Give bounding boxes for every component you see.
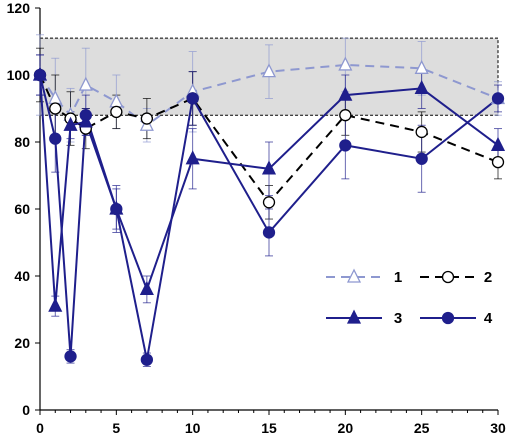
y-tick-label: 40	[14, 268, 30, 284]
series-4-point	[33, 68, 47, 82]
y-tick-label: 0	[22, 402, 30, 418]
series-4-point	[110, 202, 123, 216]
series-3-point	[338, 86, 353, 101]
series-2-point	[49, 102, 62, 115]
series-1-point	[414, 59, 429, 74]
legend-item-4: 4	[420, 310, 493, 327]
series-4-point	[49, 132, 62, 145]
series-1-point	[338, 56, 353, 71]
legend-item-2: 2	[420, 269, 492, 286]
legend-marker	[441, 311, 455, 325]
series-1-point	[78, 76, 93, 91]
legend-item-3: 3	[326, 309, 402, 327]
y-tick-label: 80	[14, 134, 30, 150]
series-3-point	[48, 297, 63, 312]
series-3-point	[261, 160, 277, 175]
series-4-point	[262, 226, 276, 239]
series-4-point	[339, 139, 352, 152]
x-tick-label: 5	[112, 420, 120, 436]
series-3-point	[63, 116, 78, 131]
y-tick-label: 120	[7, 0, 31, 16]
x-tick-label: 30	[490, 420, 506, 436]
series-4-point	[186, 92, 199, 105]
series-4-point	[140, 353, 154, 366]
y-tick-label: 20	[14, 335, 30, 351]
x-tick-label: 20	[338, 420, 354, 436]
legend-label: 1	[394, 269, 402, 286]
series-3-point	[185, 150, 200, 165]
legend-marker	[346, 268, 362, 283]
legend-marker	[346, 309, 362, 324]
series-4-point	[491, 92, 505, 105]
y-tick-label: 60	[14, 201, 30, 217]
y-tick-label: 100	[7, 67, 31, 83]
legend-item-1: 1	[326, 268, 402, 286]
series-2-point	[140, 112, 154, 125]
x-tick-label: 10	[185, 420, 201, 436]
legend-label: 2	[484, 269, 492, 286]
series-2-point	[415, 125, 428, 139]
series-2-point	[339, 109, 352, 122]
series-2-point	[110, 105, 123, 118]
legend-label: 4	[484, 310, 493, 327]
series-2-point	[262, 196, 276, 209]
x-tick-label: 0	[36, 420, 44, 436]
x-tick-label: 15	[261, 420, 277, 436]
series-3-point	[490, 136, 506, 152]
series-1-point	[261, 63, 277, 78]
legend-marker	[441, 270, 455, 284]
series-3-point	[414, 79, 429, 95]
x-tick-label: 25	[414, 420, 430, 436]
series-2-point	[491, 155, 505, 169]
series-3-point	[139, 280, 154, 296]
series-4-point	[79, 109, 92, 122]
series-4-point	[415, 152, 428, 165]
legend-label: 3	[394, 310, 402, 327]
series-4-point	[64, 350, 77, 363]
